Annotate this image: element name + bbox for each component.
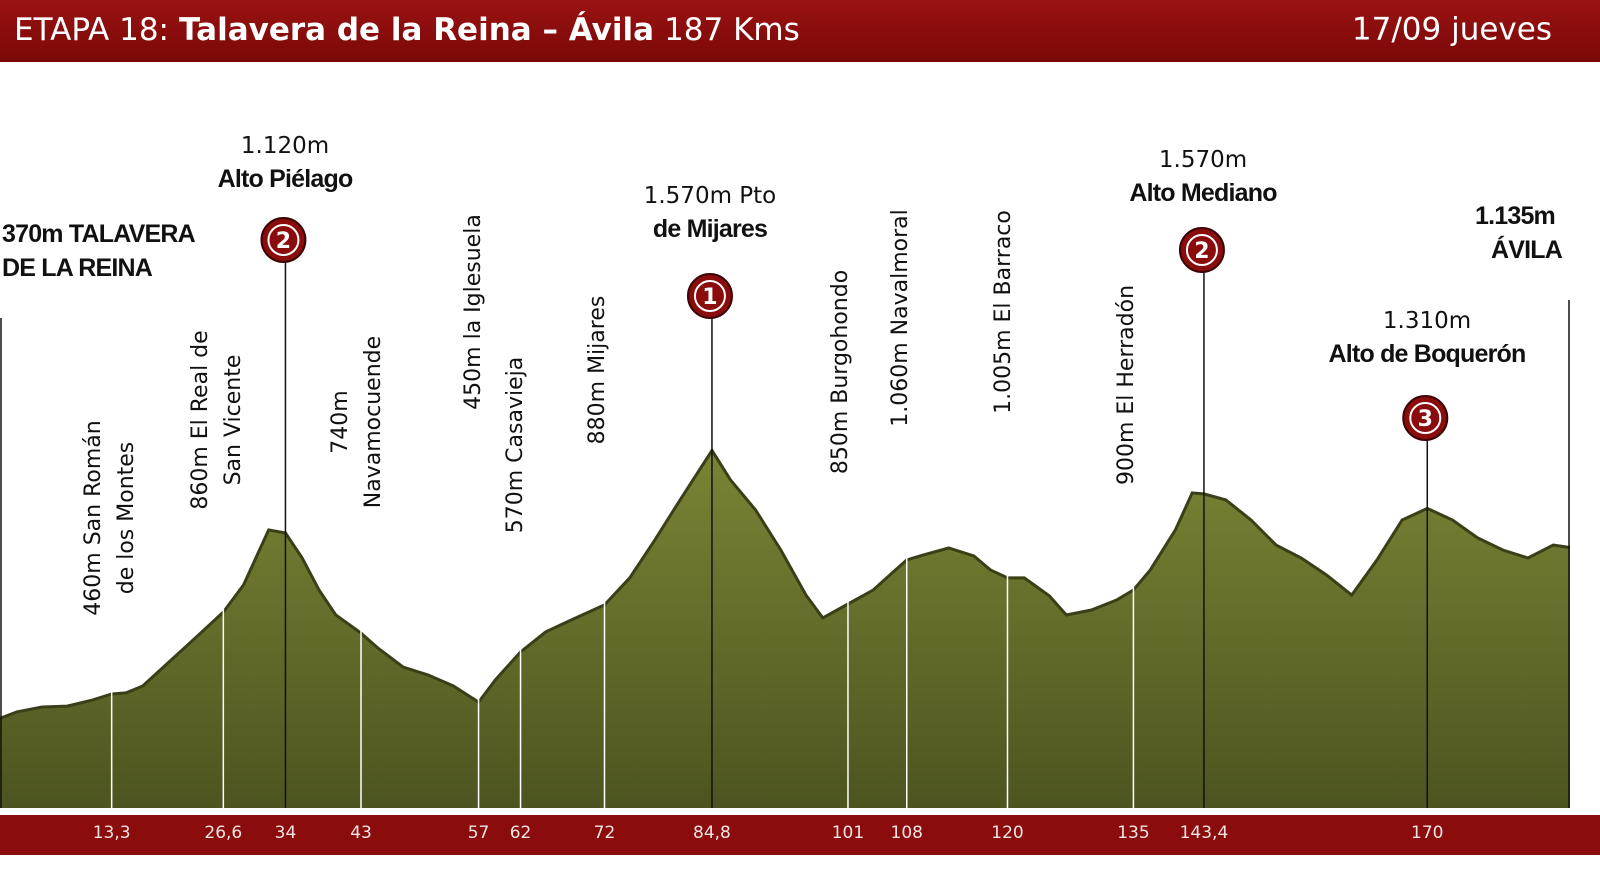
header-title: ETAPA 18: Talavera de la Reina – Ávila 187… (14, 12, 800, 48)
summit-label: 1.120m (241, 133, 329, 159)
waypoint-label: 570m Casavieja (503, 357, 528, 533)
waypoint-label: 1.060m Navalmoral (888, 209, 913, 427)
category-ring (693, 280, 726, 312)
category-number: 3 (1418, 407, 1433, 432)
summit-label: de Mijares (653, 215, 767, 243)
header-bar (0, 0, 1600, 62)
waypoint-label: 450m la Iglesuela (461, 214, 486, 410)
summit-label: Alto de Boquerón (1329, 340, 1526, 368)
x-tick-label: 170 (1411, 823, 1443, 843)
stage: ETAPA 18: (14, 12, 169, 48)
waypoint-label: de los Montes (114, 442, 139, 595)
summit-label: 1.570m Pto (644, 183, 777, 209)
category-ring (267, 224, 300, 256)
profile-line (0, 447, 1571, 720)
waypoint-label: 880m Mijares (585, 296, 610, 445)
x-tick-label: 120 (991, 823, 1023, 843)
x-tick-label: 62 (510, 823, 532, 843)
waypoint-label: 860m El Real de (188, 330, 213, 509)
category-number: 1 (702, 285, 717, 310)
plot: 13,3 26,6 34 43 57 62 72 84,8 101 108 120 135 143,4 1… (0, 133, 1600, 843)
waypoint-label: 900m El Herradón (1114, 285, 1139, 485)
x-tick-label: 34 (275, 823, 297, 843)
route: Talavera de la Reina – Ávila (179, 12, 654, 48)
x-tick-label: 26,6 (204, 823, 242, 843)
distance: 187 Kms (664, 12, 800, 48)
summit-label: DE LA REINA (2, 254, 153, 282)
x-tick-label: 101 (832, 823, 864, 843)
category-ring (1409, 402, 1442, 434)
x-tick-label: 84,8 (693, 823, 731, 843)
waypoint-label: 850m Burgohondo (828, 270, 853, 474)
x-tick-label: 13,3 (93, 823, 131, 843)
summit-label: Alto Mediano (1129, 179, 1277, 207)
category-ring (1185, 234, 1218, 266)
x-tick-label: 108 (891, 823, 923, 843)
x-tick-label: 135 (1117, 823, 1149, 843)
waypoint-label: San Vicente (221, 355, 246, 486)
summit-label: 1.310m (1383, 308, 1471, 334)
summit-label: ÁVILA (1491, 235, 1563, 264)
x-tick-label: 57 (468, 823, 490, 843)
summit-label: 370m TALAVERA (2, 220, 196, 248)
profile-fill (0, 450, 1570, 808)
x-tick-label: 143,4 (1180, 823, 1229, 843)
waypoint-label: 460m San Román (81, 420, 106, 615)
summit-label: 1.570m (1159, 147, 1247, 173)
waypoint-label: Navamocuende (361, 336, 386, 508)
waypoint-label: 740m (328, 390, 353, 453)
waypoint-label: 1.005m El Barraco (991, 210, 1016, 414)
summit-label: 1.135m (1475, 202, 1555, 230)
distance-band (0, 815, 1600, 855)
category-number: 2 (276, 229, 291, 254)
summit-label: Alto Piélago (218, 165, 353, 193)
x-tick-label: 72 (594, 823, 616, 843)
category-number: 2 (1194, 239, 1209, 264)
x-tick-label: 43 (350, 823, 372, 843)
date: 17/09 jueves (1352, 12, 1552, 48)
